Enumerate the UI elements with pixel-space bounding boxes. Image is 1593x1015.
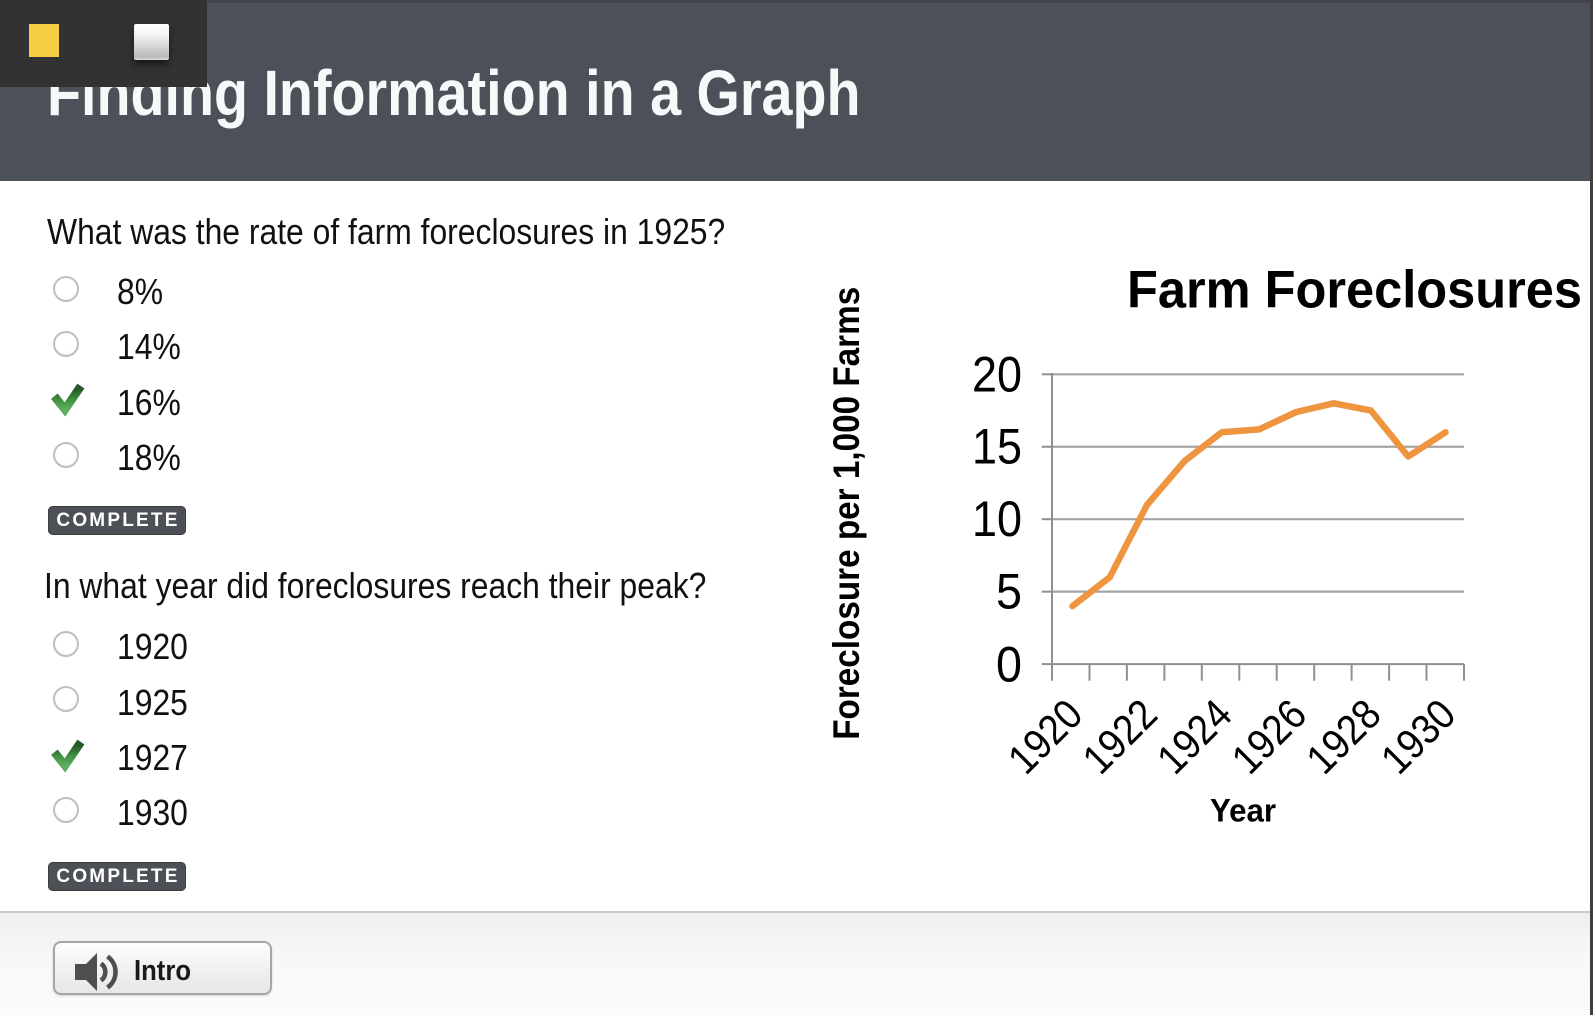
svg-text:20: 20 bbox=[972, 347, 1022, 403]
svg-text:1924: 1924 bbox=[1148, 690, 1241, 783]
svg-text:Year: Year bbox=[1210, 792, 1276, 828]
svg-text:Foreclosure per 1,000 Farms: Foreclosure per 1,000 Farms bbox=[826, 287, 867, 740]
svg-text:1922: 1922 bbox=[1073, 690, 1166, 783]
svg-text:0: 0 bbox=[996, 636, 1022, 692]
svg-text:Farm Foreclosures: Farm Foreclosures bbox=[1127, 261, 1582, 320]
svg-text:1930: 1930 bbox=[1372, 690, 1465, 783]
svg-text:1926: 1926 bbox=[1223, 690, 1316, 783]
svg-text:5: 5 bbox=[996, 563, 1022, 619]
svg-text:15: 15 bbox=[972, 419, 1022, 475]
svg-text:1920: 1920 bbox=[999, 690, 1092, 783]
svg-text:1928: 1928 bbox=[1297, 690, 1390, 783]
svg-text:10: 10 bbox=[972, 491, 1022, 547]
